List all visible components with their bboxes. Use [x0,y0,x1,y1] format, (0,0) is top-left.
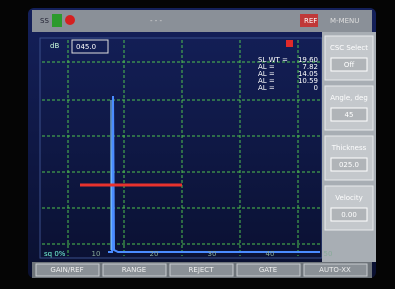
gain-label: dB [50,42,59,50]
readout-value: 0 [314,84,318,92]
gain-value: 045.0 [76,43,96,51]
top-center: - - - [150,17,163,25]
top-bar [32,10,372,32]
soft-key-label: GATE [259,266,277,274]
status-label: REF [304,17,317,25]
menu-value: 0.00 [341,211,357,219]
x-axis-label: 10 [92,250,101,258]
mode-label: SS [40,17,49,25]
top-right: M-MENU [330,17,359,25]
soft-key-label: RANGE [122,266,146,274]
menu-label: CSC Select [330,44,368,52]
menu-label: Velocity [335,194,362,202]
x-axis-label: 40 [266,250,275,258]
soft-key-label: REJECT [189,266,215,274]
alarm-indicator [286,40,293,47]
menu-value: 025.0 [339,161,359,169]
x-axis-label: 50 [324,250,333,258]
menu-value: 45 [345,111,354,119]
status-icon [65,15,75,25]
soft-key-label: GAIN/REF [50,266,83,274]
menu-value: Off [344,61,355,69]
menu-label: Thickness [331,144,367,152]
x-axis-label: 30 [208,250,217,258]
readout-label: AL = [258,84,275,92]
x-axis-label: 20 [150,250,159,258]
soft-key-label: AUTO-XX [319,266,351,274]
device-screen: SS - - - REF M-MENU dB 045.0 sq 0% SL WT… [0,0,395,289]
status-icon [52,14,62,27]
bottom-left-label: sq 0% [44,250,66,258]
menu-label: Angle, deg [330,94,368,102]
